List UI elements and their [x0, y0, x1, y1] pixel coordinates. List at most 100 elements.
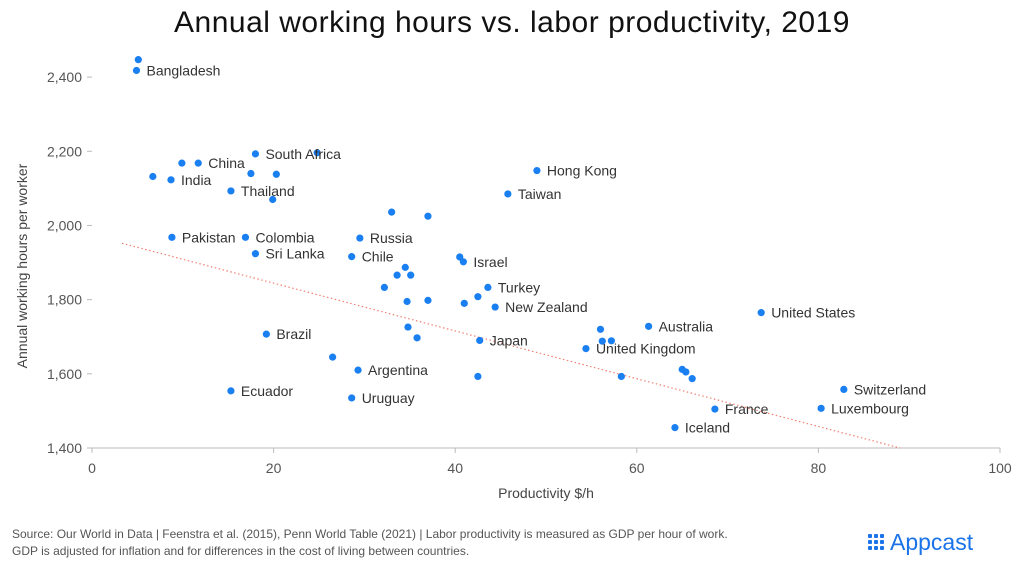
data-point	[168, 233, 176, 241]
x-tick-label: 0	[88, 460, 96, 476]
y-tick-label: 1,400	[47, 440, 82, 456]
data-label: China	[208, 155, 245, 171]
data-label: Ecuador	[241, 383, 293, 399]
scatter-plot: 0 20 40 60 80 100 1,400 1,600 1,800 2,000 2,200 2,4…	[14, 56, 1012, 501]
data-label: Israel	[473, 254, 507, 270]
data-label: Switzerland	[854, 381, 926, 397]
data-point	[757, 309, 765, 317]
data-point	[645, 322, 653, 330]
data-point	[688, 375, 696, 383]
data-point	[403, 297, 411, 306]
data-point	[817, 404, 825, 412]
appcast-logo: Appcast	[868, 528, 973, 556]
data-point	[582, 344, 590, 353]
data-point	[404, 323, 412, 331]
data-point	[413, 334, 421, 342]
y-tick-label: 1,800	[47, 292, 82, 308]
data-label: India	[181, 172, 212, 188]
data-label: Brazil	[276, 326, 311, 342]
data-label: Uruguay	[362, 390, 415, 406]
source-note-line-1: Source: Our World in Data | Feenstra et …	[12, 527, 728, 541]
data-point	[476, 336, 484, 345]
data-point	[840, 385, 848, 393]
data-point	[504, 190, 512, 198]
data-point	[178, 159, 186, 167]
data-point	[167, 176, 175, 184]
data-label: Pakistan	[182, 229, 236, 245]
data-label: Iceland	[685, 420, 730, 436]
brand-name: Appcast	[890, 528, 974, 555]
data-point	[272, 170, 280, 178]
data-label: Colombia	[255, 229, 314, 245]
data-point	[393, 271, 401, 279]
data-point	[596, 325, 605, 333]
source-note-line-2: GDP is adjusted for inflation and for di…	[12, 544, 470, 558]
y-tick-label: 1,600	[47, 366, 82, 382]
data-point	[424, 212, 432, 220]
data-point	[227, 187, 235, 195]
data-point	[348, 253, 356, 261]
data-point	[251, 150, 260, 158]
data-point	[251, 250, 260, 258]
data-labels: Bangladesh China South Africa India Thailand…	[146, 62, 926, 435]
data-point	[607, 337, 615, 345]
data-point	[194, 159, 202, 167]
data-label: Luxembourg	[831, 400, 909, 416]
data-point	[424, 296, 432, 304]
source-note: Source: Our World in Data | Feenstra et …	[12, 526, 842, 560]
data-label: Japan	[490, 332, 528, 348]
data-point	[401, 263, 409, 271]
data-label: Russia	[370, 230, 413, 246]
data-label: Sri Lanka	[265, 246, 324, 262]
data-point	[247, 169, 255, 178]
x-tick-label: 100	[988, 460, 1012, 476]
data-point	[262, 330, 270, 338]
data-label: South Africa	[265, 146, 341, 162]
data-point	[348, 394, 356, 402]
data-point	[132, 66, 141, 75]
y-axis-title: Annual working hours per worker	[14, 163, 30, 368]
data-point	[459, 258, 467, 266]
data-point	[491, 303, 499, 311]
data-point	[711, 405, 719, 413]
x-tick-label: 40	[447, 460, 463, 476]
data-point	[671, 424, 679, 432]
data-point	[149, 172, 157, 181]
data-label: Hong Kong	[547, 163, 617, 179]
axes: 0 20 40 60 80 100 1,400 1,600 1,800 2,000 2,200 2,4…	[47, 69, 1012, 476]
data-point	[617, 372, 625, 381]
data-point	[407, 271, 415, 279]
data-points	[132, 56, 848, 432]
data-point	[474, 293, 482, 301]
data-point	[354, 366, 362, 374]
data-label: Turkey	[498, 279, 540, 295]
data-point	[227, 387, 235, 395]
data-label: Taiwan	[518, 186, 562, 202]
x-tick-label: 20	[266, 460, 282, 476]
data-label: United States	[771, 305, 855, 321]
data-point	[380, 283, 388, 291]
appcast-dot-grid-icon	[868, 534, 884, 550]
data-label: Thailand	[241, 183, 295, 199]
data-label: New Zealand	[505, 299, 587, 315]
x-tick-label: 60	[629, 460, 645, 476]
data-point	[484, 283, 492, 291]
data-point	[356, 234, 364, 242]
data-point	[474, 372, 482, 381]
data-point	[134, 56, 142, 64]
data-point	[460, 299, 468, 307]
data-point	[329, 353, 337, 361]
chart-title: Annual working hours vs. labor productiv…	[174, 6, 850, 39]
data-label: Chile	[362, 249, 394, 265]
y-tick-label: 2,400	[47, 69, 82, 85]
y-tick-label: 2,200	[47, 143, 82, 159]
data-label: United Kingdom	[596, 341, 696, 357]
y-tick-label: 2,000	[47, 217, 82, 233]
x-tick-label: 80	[811, 460, 827, 476]
data-label: Bangladesh	[146, 62, 220, 78]
data-label: Argentina	[368, 362, 428, 378]
data-point	[533, 166, 541, 175]
data-label: Australia	[659, 318, 714, 334]
data-point	[682, 368, 690, 376]
x-axis-title: Productivity $/h	[498, 485, 594, 501]
